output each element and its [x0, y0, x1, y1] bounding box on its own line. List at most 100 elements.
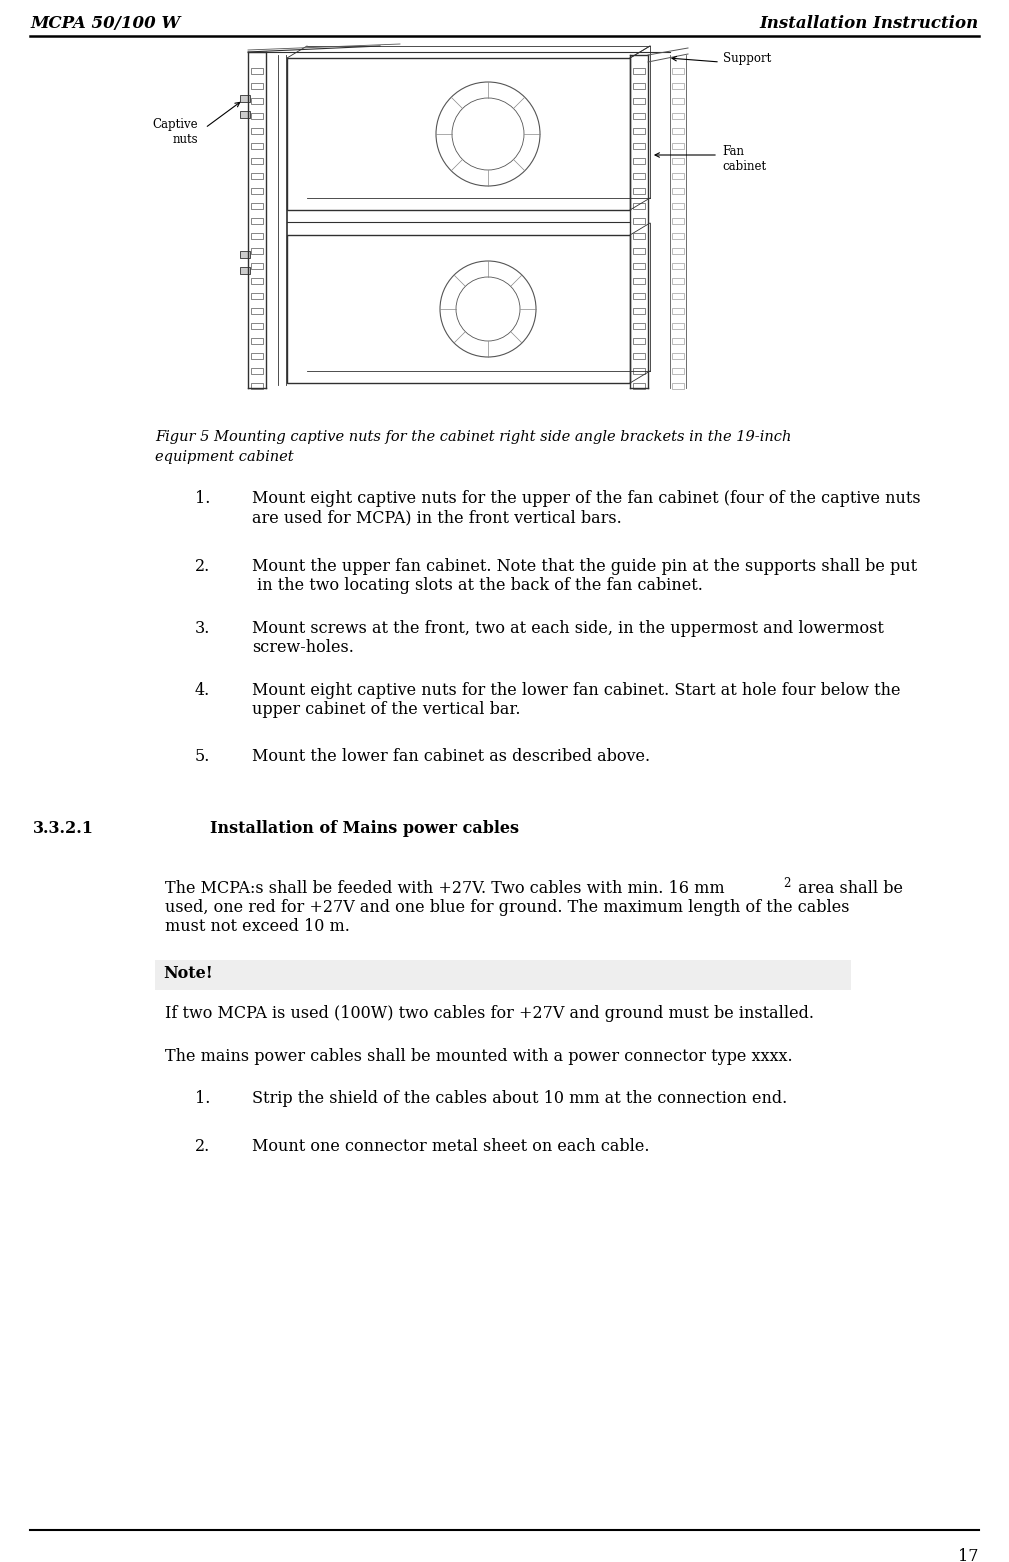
Text: Mount eight captive nuts for the lower fan cabinet. Start at hole four below the: Mount eight captive nuts for the lower f… — [252, 683, 900, 700]
Text: The MCPA:s shall be feeded with +27V. Two cables with min. 16 mm: The MCPA:s shall be feeded with +27V. Tw… — [165, 879, 724, 897]
Bar — [672, 83, 684, 89]
Bar — [633, 262, 645, 269]
Bar — [672, 173, 684, 180]
Bar — [251, 203, 263, 209]
Bar — [633, 69, 645, 73]
Bar — [251, 173, 263, 180]
Text: 3.: 3. — [195, 620, 210, 637]
Bar — [251, 248, 263, 255]
Bar — [672, 219, 684, 223]
Bar — [240, 111, 250, 119]
Bar — [672, 248, 684, 255]
Bar — [633, 98, 645, 105]
Bar — [287, 58, 630, 209]
Bar — [672, 353, 684, 359]
Bar — [251, 233, 263, 239]
Bar — [672, 294, 684, 298]
Bar — [672, 262, 684, 269]
Bar — [240, 251, 250, 258]
Text: Mount the upper fan cabinet. Note that the guide pin at the supports shall be pu: Mount the upper fan cabinet. Note that t… — [252, 558, 917, 575]
Bar — [251, 383, 263, 389]
Bar — [672, 337, 684, 344]
Bar — [672, 203, 684, 209]
Bar — [672, 383, 684, 389]
Bar — [287, 234, 630, 383]
Text: Fan
cabinet: Fan cabinet — [722, 145, 766, 173]
Bar — [251, 158, 263, 164]
Bar — [633, 203, 645, 209]
Bar — [251, 112, 263, 119]
Bar — [633, 323, 645, 330]
Text: Installation Instruction: Installation Instruction — [760, 16, 979, 31]
Bar — [251, 219, 263, 223]
Bar — [633, 112, 645, 119]
Text: Strip the shield of the cables about 10 mm at the connection end.: Strip the shield of the cables about 10 … — [252, 1090, 787, 1107]
Bar — [633, 83, 645, 89]
Bar — [251, 308, 263, 314]
Text: area shall be: area shall be — [793, 879, 903, 897]
Bar — [633, 128, 645, 134]
Text: 2.: 2. — [195, 558, 210, 575]
Text: MCPA 50/100 W: MCPA 50/100 W — [30, 16, 181, 31]
Text: 5.: 5. — [195, 748, 210, 765]
Bar — [672, 278, 684, 284]
Bar — [633, 158, 645, 164]
Bar — [672, 233, 684, 239]
Bar — [672, 69, 684, 73]
Text: must not exceed 10 m.: must not exceed 10 m. — [165, 918, 350, 936]
Text: Note!: Note! — [163, 965, 213, 982]
Bar — [251, 353, 263, 359]
Bar — [251, 369, 263, 373]
Bar — [672, 144, 684, 148]
Text: equipment cabinet: equipment cabinet — [155, 450, 294, 464]
Bar — [251, 144, 263, 148]
Text: Mount one connector metal sheet on each cable.: Mount one connector metal sheet on each … — [252, 1139, 650, 1154]
Text: 3.3.2.1: 3.3.2.1 — [33, 820, 94, 837]
Bar — [633, 294, 645, 298]
Text: Mount the lower fan cabinet as described above.: Mount the lower fan cabinet as described… — [252, 748, 650, 765]
Bar — [633, 353, 645, 359]
Bar — [672, 98, 684, 105]
Bar — [251, 69, 263, 73]
Bar — [672, 323, 684, 330]
Bar — [251, 323, 263, 330]
Bar — [251, 262, 263, 269]
Bar — [251, 187, 263, 194]
Text: in the two locating slots at the back of the fan cabinet.: in the two locating slots at the back of… — [252, 576, 703, 594]
Bar — [633, 219, 645, 223]
Bar — [633, 248, 645, 255]
Bar — [633, 144, 645, 148]
Text: Installation of Mains power cables: Installation of Mains power cables — [210, 820, 519, 837]
Bar — [633, 308, 645, 314]
Text: Captive
nuts: Captive nuts — [152, 119, 198, 145]
Bar — [240, 267, 250, 273]
Bar — [672, 158, 684, 164]
Text: 2.: 2. — [195, 1139, 210, 1154]
Text: are used for MCPA) in the front vertical bars.: are used for MCPA) in the front vertical… — [252, 509, 622, 526]
Bar — [251, 294, 263, 298]
Bar — [633, 187, 645, 194]
Bar — [672, 308, 684, 314]
Text: upper cabinet of the vertical bar.: upper cabinet of the vertical bar. — [252, 701, 521, 719]
Bar — [633, 337, 645, 344]
Bar — [251, 128, 263, 134]
Bar — [633, 173, 645, 180]
Text: 17: 17 — [959, 1548, 979, 1562]
Text: The mains power cables shall be mounted with a power connector type xxxx.: The mains power cables shall be mounted … — [165, 1048, 793, 1065]
Text: 4.: 4. — [195, 683, 210, 700]
Text: 2: 2 — [783, 876, 790, 890]
Bar — [251, 337, 263, 344]
Bar — [633, 278, 645, 284]
Bar — [672, 112, 684, 119]
Text: 1.: 1. — [195, 490, 210, 508]
Bar — [240, 95, 250, 102]
Bar — [672, 369, 684, 373]
Text: 1.: 1. — [195, 1090, 210, 1107]
Bar — [633, 233, 645, 239]
Text: Support: Support — [723, 52, 771, 66]
Bar — [633, 369, 645, 373]
Bar — [633, 383, 645, 389]
Text: screw-holes.: screw-holes. — [252, 639, 354, 656]
Bar — [672, 128, 684, 134]
Text: If two MCPA is used (100W) two cables for +27V and ground must be installed.: If two MCPA is used (100W) two cables fo… — [165, 1004, 814, 1022]
